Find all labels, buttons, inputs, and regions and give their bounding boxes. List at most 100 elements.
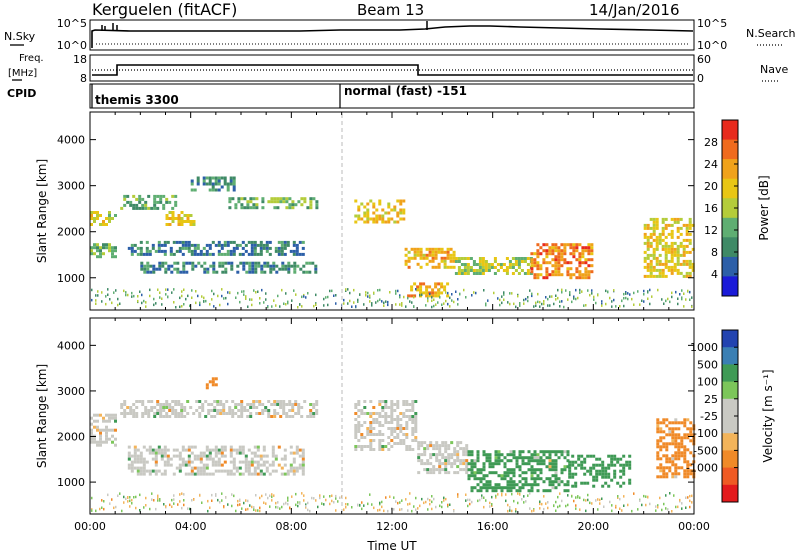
heatmap-cell	[175, 454, 179, 458]
heatmap-cell	[282, 409, 286, 412]
heatmap-cell	[655, 223, 659, 227]
heatmap-cell	[222, 409, 226, 412]
heatmap-cell	[673, 247, 677, 251]
heatmap-cell	[295, 469, 299, 473]
heatmap-cell	[271, 463, 275, 467]
heatmap-cell	[569, 243, 573, 247]
heatmap-cell	[138, 194, 142, 198]
heatmap-cell	[169, 463, 173, 467]
heatmap-cell	[501, 493, 503, 497]
heatmap-cell	[291, 299, 293, 302]
heatmap-cell	[432, 471, 436, 475]
heatmap-cell	[661, 238, 665, 242]
heatmap-cell	[99, 249, 102, 253]
heatmap-cell	[688, 250, 692, 254]
heatmap-cell	[513, 499, 515, 503]
heatmap-cell	[172, 252, 176, 256]
heatmap-cell	[292, 472, 296, 476]
heatmap-cell	[259, 249, 263, 253]
heatmap-cell	[168, 223, 172, 226]
heatmap-cell	[366, 433, 370, 436]
heatmap-cell	[259, 252, 263, 256]
heatmap-cell	[144, 406, 148, 409]
heatmap-cell	[228, 197, 232, 201]
heatmap-cell	[95, 302, 97, 305]
heatmap-cell	[179, 500, 181, 503]
heatmap-cell	[571, 460, 575, 464]
heatmap-cell	[505, 269, 509, 272]
heatmap-cell	[405, 427, 409, 430]
heatmap-cell	[282, 197, 286, 201]
power-colorbar-tick-label: 8	[711, 246, 718, 259]
heatmap-cell	[163, 240, 167, 244]
heatmap-cell	[136, 252, 140, 256]
heatmap-cell	[279, 415, 283, 418]
velocity-ylabel: Slant Range [km]	[35, 364, 49, 468]
heatmap-cell	[337, 500, 339, 503]
heatmap-cell	[527, 462, 531, 466]
heatmap-cell	[387, 436, 391, 439]
heatmap-cell	[655, 505, 657, 508]
heatmap-cell	[407, 256, 411, 260]
heatmap-cell	[232, 179, 236, 183]
heatmap-cell	[205, 182, 209, 186]
heatmap-cell	[303, 200, 307, 204]
heatmap-cell	[425, 304, 427, 307]
heatmap-cell	[574, 481, 578, 485]
heatmap-cell	[275, 501, 277, 505]
heatmap-cell	[589, 472, 593, 476]
heatmap-cell	[196, 246, 200, 250]
heatmap-cell	[240, 400, 244, 403]
heatmap-cell	[431, 256, 435, 260]
heatmap-cell	[312, 412, 316, 415]
heatmap-cell	[661, 298, 663, 301]
heatmap-cell	[252, 406, 256, 409]
heatmap-cell	[218, 264, 222, 268]
heatmap-cell	[435, 303, 437, 306]
heatmap-cell	[247, 463, 251, 467]
heatmap-cell	[130, 252, 134, 256]
heatmap-cell	[186, 220, 190, 223]
heatmap-cell	[402, 208, 406, 212]
heatmap-cell	[411, 439, 415, 442]
heatmap-cell	[384, 211, 388, 215]
heatmap-region	[354, 400, 418, 451]
heatmap-cell	[301, 460, 305, 464]
heatmap-cell	[685, 238, 689, 242]
heatmap-cell	[443, 288, 447, 292]
heatmap-cell	[435, 459, 439, 463]
heatmap-cell	[521, 450, 525, 454]
heatmap-cell	[677, 421, 681, 425]
heatmap-cell	[241, 507, 243, 510]
heatmap-cell	[501, 295, 503, 298]
heatmap-cell	[572, 252, 576, 256]
heatmap-cell	[253, 246, 257, 250]
heatmap-cell	[168, 403, 172, 406]
date-title: 14/Jan/2016	[589, 1, 680, 19]
heatmap-cell	[463, 288, 465, 292]
heatmap-cell	[466, 263, 470, 266]
heatmap-cell	[431, 305, 433, 309]
heatmap-region	[140, 261, 318, 274]
heatmap-cell	[189, 304, 191, 308]
heatmap-cell	[192, 220, 196, 223]
heatmap-cell	[381, 400, 385, 403]
heatmap-cell	[371, 302, 373, 305]
heatmap-cell	[308, 261, 312, 265]
heatmap-cell	[557, 273, 561, 277]
heatmap-cell	[241, 451, 245, 455]
heatmap-cell	[381, 220, 385, 224]
heatmap-cell	[129, 505, 131, 508]
heatmap-cell	[674, 472, 678, 476]
heatmap-cell	[566, 489, 570, 493]
heatmap-cell	[199, 454, 203, 458]
heatmap-cell	[545, 252, 549, 256]
heatmap-cell	[453, 450, 457, 454]
heatmap-cell	[162, 194, 166, 198]
heatmap-cell	[447, 503, 449, 507]
heatmap-cell	[246, 403, 250, 406]
heatmap-cell	[497, 456, 501, 460]
heatmap-cell	[357, 208, 361, 212]
heatmap-cell	[688, 265, 692, 269]
heatmap-cell	[469, 257, 473, 260]
